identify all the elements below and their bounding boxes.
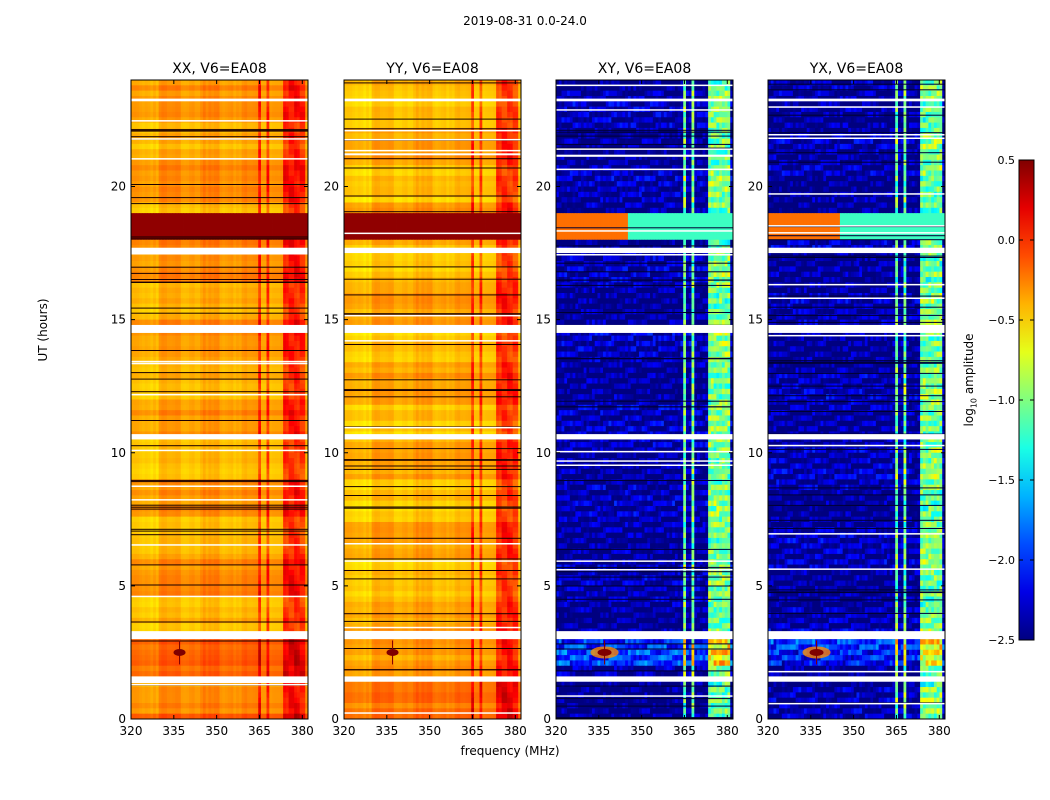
- y-tick-label: 20: [111, 180, 126, 194]
- y-tick-label: 20: [536, 180, 551, 194]
- y-tick-label: 0: [331, 712, 339, 726]
- y-tick-label: 5: [331, 579, 339, 593]
- x-tick-label: 365: [673, 724, 696, 738]
- x-axis-label: frequency (MHz): [380, 744, 640, 758]
- panel-title: XY, V6=EA08: [598, 61, 692, 77]
- x-tick-label: 320: [757, 724, 780, 738]
- x-tick-label: 350: [205, 724, 228, 738]
- y-tick-label: 15: [536, 313, 551, 327]
- x-tick-label: 380: [291, 724, 314, 738]
- colorbar-tick-label: −0.5: [988, 314, 1015, 327]
- y-tick-label: 10: [324, 446, 339, 460]
- x-tick-label: 320: [333, 724, 356, 738]
- y-tick-label: 15: [324, 313, 339, 327]
- x-tick-label: 380: [928, 724, 951, 738]
- y-tick-label: 5: [543, 579, 551, 593]
- x-tick-label: 365: [248, 724, 271, 738]
- y-tick-label: 5: [118, 579, 126, 593]
- y-tick-label: 5: [755, 579, 763, 593]
- panel-frame: [130, 79, 309, 720]
- x-tick-label: 365: [885, 724, 908, 738]
- colorbar-tick-label: −1.5: [988, 474, 1015, 487]
- y-tick-label: 10: [536, 446, 551, 460]
- y-tick-label: 0: [755, 712, 763, 726]
- y-tick-label: 15: [111, 313, 126, 327]
- y-tick-label: 15: [748, 313, 763, 327]
- x-tick-label: 335: [375, 724, 398, 738]
- y-tick-label: 0: [543, 712, 551, 726]
- colorbar-tick-label: 0.5: [998, 154, 1016, 167]
- heatmap-panel-yx: [768, 80, 945, 719]
- panel-title: XX, V6=EA08: [172, 61, 267, 77]
- heatmap-panel-xy: [556, 80, 733, 719]
- panel-frame: [343, 79, 522, 720]
- panel-frame: [767, 79, 946, 720]
- x-tick-label: 365: [461, 724, 484, 738]
- y-axis-label: UT (hours): [36, 270, 50, 390]
- x-tick-label: 380: [716, 724, 739, 738]
- panel-frame: [555, 79, 734, 720]
- y-tick-label: 20: [324, 180, 339, 194]
- x-tick-label: 350: [418, 724, 441, 738]
- y-tick-label: 0: [118, 712, 126, 726]
- panel-title: YY, V6=EA08: [385, 61, 478, 77]
- x-tick-label: 350: [842, 724, 865, 738]
- x-tick-label: 380: [504, 724, 527, 738]
- x-tick-label: 335: [799, 724, 822, 738]
- x-tick-label: 320: [120, 724, 143, 738]
- colorbar-tick-label: −2.0: [988, 554, 1015, 567]
- figure-title: 2019-08-31 0.0-24.0: [0, 14, 1050, 28]
- y-tick-label: 10: [111, 446, 126, 460]
- y-tick-label: 10: [748, 446, 763, 460]
- heatmap-panel-yy: [344, 80, 521, 719]
- x-tick-label: 320: [545, 724, 568, 738]
- colorbar-tick-label: −1.0: [988, 394, 1015, 407]
- colorbar-tick-label: 0.0: [998, 234, 1016, 247]
- panel-title: YX, V6=EA08: [809, 61, 904, 77]
- y-tick-label: 20: [748, 180, 763, 194]
- heatmap-panel-xx: [131, 80, 308, 719]
- x-tick-label: 335: [162, 724, 185, 738]
- colorbar-label: log10 amplitude: [962, 310, 978, 450]
- x-tick-label: 350: [630, 724, 653, 738]
- colorbar-tick-label: −2.5: [988, 634, 1015, 647]
- x-tick-label: 335: [587, 724, 610, 738]
